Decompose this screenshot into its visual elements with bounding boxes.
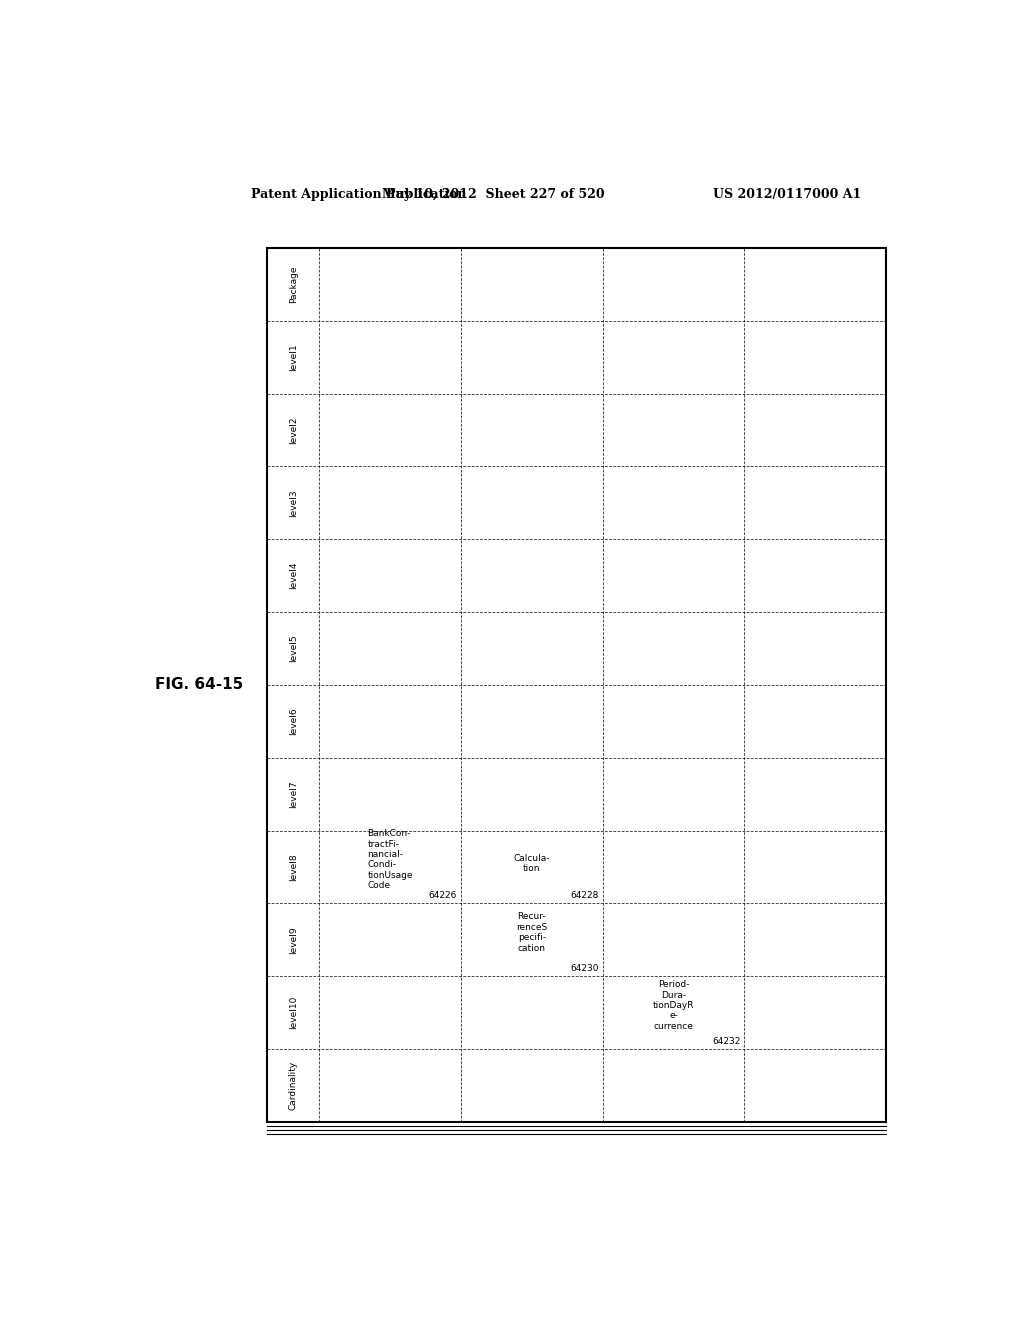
Text: level10: level10 — [289, 997, 298, 1030]
Text: level4: level4 — [289, 562, 298, 590]
Text: 64232: 64232 — [712, 1038, 740, 1045]
Text: level2: level2 — [289, 416, 298, 444]
Text: Period-
Dura-
tionDayR
e-
currence: Period- Dura- tionDayR e- currence — [652, 979, 694, 1031]
Text: level9: level9 — [289, 927, 298, 953]
Text: FIG. 64-15: FIG. 64-15 — [156, 677, 244, 693]
Text: 64226: 64226 — [429, 891, 457, 900]
Text: level7: level7 — [289, 780, 298, 808]
Text: Patent Application Publication: Patent Application Publication — [251, 189, 467, 202]
Text: Calcula-
tion: Calcula- tion — [514, 854, 550, 873]
Text: US 2012/0117000 A1: US 2012/0117000 A1 — [713, 189, 861, 202]
Text: 64230: 64230 — [570, 964, 599, 973]
Text: Package: Package — [289, 265, 298, 304]
Text: May 10, 2012  Sheet 227 of 520: May 10, 2012 Sheet 227 of 520 — [382, 189, 604, 202]
Bar — [267, 248, 886, 1122]
Text: 64228: 64228 — [570, 891, 599, 900]
Text: level6: level6 — [289, 708, 298, 735]
Text: Recur-
renceS
pecifi-
cation: Recur- renceS pecifi- cation — [516, 912, 548, 953]
Text: BankCon-
tractFi-
nancial-
Condi-
tionUsage
Code: BankCon- tractFi- nancial- Condi- tionUs… — [368, 829, 413, 890]
Text: Cardinality: Cardinality — [289, 1061, 298, 1110]
Text: level3: level3 — [289, 488, 298, 516]
Text: level5: level5 — [289, 635, 298, 663]
Text: level8: level8 — [289, 853, 298, 880]
Text: level1: level1 — [289, 343, 298, 371]
